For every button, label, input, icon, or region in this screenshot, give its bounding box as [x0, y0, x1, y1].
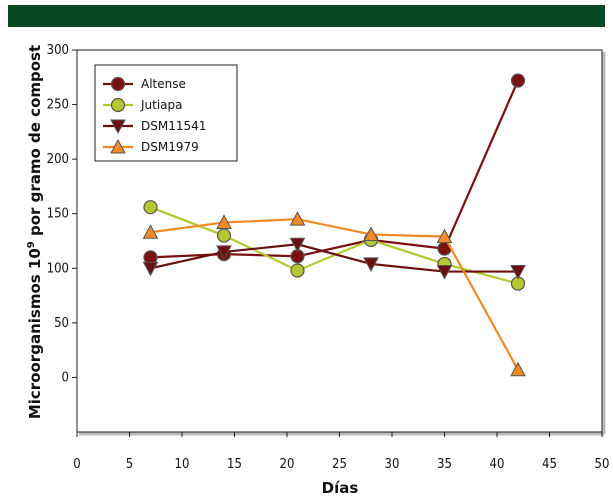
- x-tick-label: 25: [332, 457, 347, 472]
- data-point: [142, 224, 159, 239]
- header-bar: [8, 5, 605, 27]
- y-tick-label: 0: [62, 370, 69, 385]
- x-tick-label: 50: [595, 457, 610, 472]
- x-tick-label: 45: [542, 457, 557, 472]
- legend-label: Altense: [141, 77, 186, 91]
- x-tick-label: 30: [385, 457, 400, 472]
- x-tick-label: 10: [175, 457, 190, 472]
- legend-marker: [110, 76, 126, 92]
- y-axis-label: Microorganismos 109 por gramo de compost: [26, 45, 44, 419]
- x-tick-label: 0: [73, 457, 80, 472]
- data-point: [289, 211, 306, 226]
- x-axis-label: Días: [322, 479, 359, 497]
- y-axis-label-main: Microorganismos 10: [26, 248, 44, 419]
- x-tick-label: 5: [126, 457, 133, 472]
- data-point: [143, 200, 158, 215]
- data-point: [289, 237, 306, 253]
- legend-marker: [110, 97, 126, 113]
- chart-series: [142, 73, 526, 377]
- x-tick-label: 20: [280, 457, 295, 472]
- y-axis-label-superscript: 9: [26, 241, 37, 248]
- data-point: [363, 257, 379, 272]
- data-point: [436, 228, 453, 244]
- y-tick-label: 200: [47, 152, 69, 167]
- y-tick-label: 300: [47, 43, 69, 58]
- y-tick-label: 50: [54, 316, 69, 331]
- data-point: [216, 228, 232, 243]
- series-dsm11541: [142, 237, 526, 280]
- data-point: [510, 265, 526, 280]
- x-tick-label: 40: [490, 457, 505, 472]
- data-point: [216, 245, 232, 260]
- legend-marker: [110, 119, 126, 135]
- legend-label: Jutiapa: [140, 98, 183, 112]
- y-tick-label: 250: [47, 98, 69, 113]
- data-point: [290, 263, 305, 278]
- series-dsm1979: [142, 211, 526, 377]
- legend-label: DSM1979: [141, 140, 199, 154]
- x-tick-label: 15: [227, 457, 242, 472]
- data-point: [363, 226, 379, 241]
- data-point: [510, 361, 526, 377]
- y-tick-label: 100: [47, 261, 69, 276]
- data-point: [436, 265, 453, 280]
- data-point: [510, 73, 526, 88]
- data-point: [142, 261, 159, 277]
- series-line: [150, 243, 518, 273]
- legend-label: DSM11541: [141, 119, 206, 133]
- y-axis-label-suffix: por gramo de compost: [26, 45, 44, 241]
- y-tick-label: 150: [47, 207, 69, 222]
- legend-marker: [110, 138, 126, 154]
- x-tick-label: 35: [437, 457, 452, 472]
- chart-axes: 0 50 100 150 200 250 300 0 5 10 15 20 25 30 35 40 45 50: [47, 43, 610, 472]
- chart-legend: Altense Jutiapa DSM11541 DSM1979: [94, 64, 238, 162]
- data-point: [216, 214, 232, 229]
- series-line: [150, 218, 519, 371]
